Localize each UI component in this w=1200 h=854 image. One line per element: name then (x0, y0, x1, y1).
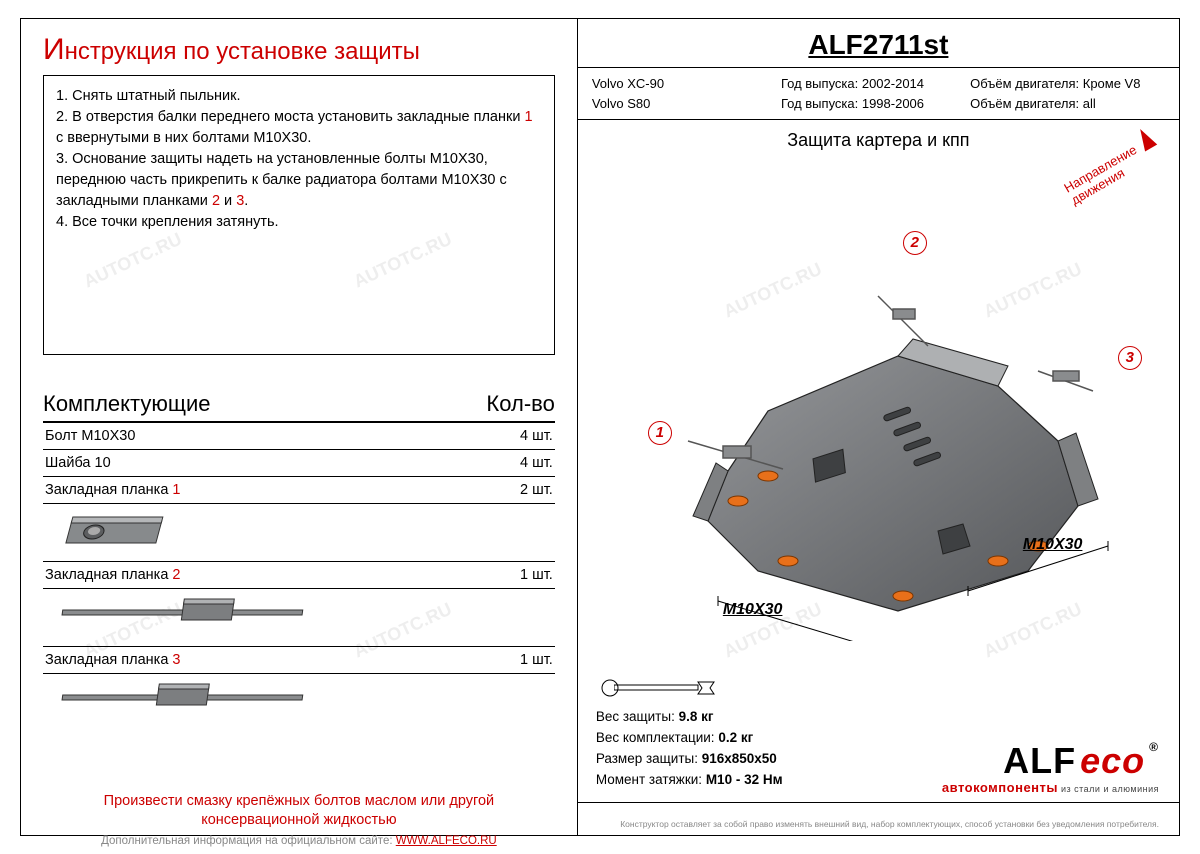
disclaimer: Конструктор оставляет за собой право изм… (620, 819, 1159, 829)
title-rest: нструкция по установке защиты (65, 38, 420, 65)
comp-qty: 4 шт. (495, 423, 555, 450)
right-column: ALF2711st Volvo XC-90 Год выпуска: 2002-… (577, 19, 1179, 835)
components-table: Болт М10Х30 4 шт. Шайба 10 4 шт. Закладн… (43, 423, 555, 732)
diagram-subtitle: Защита картера и кпп (578, 130, 1179, 151)
comp-qty: 4 шт. (495, 450, 555, 477)
logo-text: ALFeco® (942, 740, 1159, 782)
callout-3: 3 (1118, 346, 1142, 370)
skid-plate-diagram (638, 241, 1118, 641)
part-number: ALF2711st (578, 29, 1179, 61)
site-note: Дополнительная информация на официальном… (43, 835, 555, 847)
table-row: Закладная планка 3 1 шт. (43, 647, 555, 674)
instr-text: . (244, 193, 248, 209)
comp-qty: 1 шт. (495, 562, 555, 589)
comp-label: Закладная планка (45, 482, 172, 498)
comp-label: Закладная планка (45, 652, 172, 668)
comp-image (43, 589, 555, 647)
bolt-label-left: M10X30 (723, 601, 783, 619)
logo-sub-red: автокомпоненты (942, 780, 1058, 795)
lubrication-notice: Произвести смазку крепёжных болтов масло… (43, 792, 555, 831)
comp-ref: 2 (172, 567, 180, 583)
qty-title: Кол-во (486, 391, 554, 417)
comp-label: Закладная планка (45, 567, 172, 583)
comp-name: Закладная планка 2 (43, 562, 495, 589)
table-row: Болт М10Х30 4 шт. (43, 423, 555, 450)
vehicle-info: Volvo XC-90 Год выпуска: 2002-2014 Объём… (578, 67, 1179, 120)
logo-eco: eco (1076, 740, 1149, 781)
comp-ref: 1 (172, 482, 180, 498)
spec-value: 0.2 кг (718, 730, 753, 745)
brand-logo: ALFeco® автокомпоненты из стали и алюмин… (942, 740, 1159, 795)
comp-name: Шайба 10 (43, 450, 495, 477)
page-title: Инструкция по установке защиты (43, 33, 555, 67)
spec-label: Вес защиты: (596, 709, 675, 724)
spec-label: Момент затяжки: (596, 772, 702, 787)
site-note-text: Дополнительная информация на официальном… (101, 835, 396, 847)
vehicle-model: Volvo S80 (592, 94, 781, 114)
left-column: Инструкция по установке защиты 1. Снять … (21, 19, 577, 835)
spec-value: 916x850x50 (702, 751, 777, 766)
callout-2: 2 (903, 231, 927, 255)
comp-image (43, 674, 555, 732)
instr-text: 3. Основание защиты надеть на установлен… (56, 151, 507, 209)
specifications: Вес защиты: 9.8 кг Вес комплектации: 0.2… (596, 707, 783, 791)
spec-value: 9.8 кг (679, 709, 714, 724)
comp-qty: 1 шт. (495, 647, 555, 674)
instr-ref: 1 (524, 109, 532, 125)
comp-name: Закладная планка 3 (43, 647, 495, 674)
spec-label: Размер защиты: (596, 751, 698, 766)
instr-text: 2. В отверстия балки переднего моста уст… (56, 109, 524, 125)
components-title: Комплектующие (43, 391, 210, 417)
diagram-area: Направление движения (578, 151, 1179, 601)
vehicle-year: Год выпуска: 1998-2006 (781, 94, 970, 114)
table-row (43, 504, 555, 562)
instructions-box: 1. Снять штатный пыльник. 2. В отверстия… (43, 75, 555, 355)
vehicle-model: Volvo XC-90 (592, 74, 781, 94)
table-row: Закладная планка 2 1 шт. (43, 562, 555, 589)
logo-tagline: автокомпоненты из стали и алюминия (942, 780, 1159, 795)
comp-qty: 2 шт. (495, 477, 555, 504)
notice-line: консервационной жидкостью (43, 811, 555, 831)
site-link[interactable]: WWW.ALFECO.RU (396, 835, 497, 847)
comp-name: Закладная планка 1 (43, 477, 495, 504)
instruction-step: 2. В отверстия балки переднего моста уст… (56, 107, 542, 149)
components-header: Комплектующие Кол-во (43, 391, 555, 423)
instr-ref: 2 (212, 193, 220, 209)
bracket-1-icon (45, 509, 175, 553)
bolt-label-right: M10X30 (1023, 536, 1083, 554)
table-row: Закладная планка 1 2 шт. (43, 477, 555, 504)
title-initial: И (43, 33, 65, 66)
logo-sub-rest: из стали и алюминия (1058, 784, 1159, 794)
instr-text: и (220, 193, 236, 209)
comp-image (43, 504, 555, 562)
table-row (43, 589, 555, 647)
wrench-icon (596, 678, 716, 703)
page-frame: Инструкция по установке защиты 1. Снять … (20, 18, 1180, 836)
comp-ref: 3 (172, 652, 180, 668)
notice-line: Произвести смазку крепёжных болтов масло… (43, 792, 555, 812)
spec-label: Вес комплектации: (596, 730, 715, 745)
vehicle-engine: Объём двигателя: all (970, 94, 1159, 114)
spec-value: М10 - 32 Нм (706, 772, 783, 787)
instruction-step: 1. Снять штатный пыльник. (56, 86, 542, 107)
logo-reg: ® (1149, 740, 1159, 754)
instr-text: с ввернутыми в них болтами М10Х30. (56, 130, 311, 146)
callout-1: 1 (648, 421, 672, 445)
vehicle-year: Год выпуска: 2002-2014 (781, 74, 970, 94)
comp-name: Болт М10Х30 (43, 423, 495, 450)
vehicle-engine: Объём двигателя: Кроме V8 (970, 74, 1159, 94)
bracket-3-icon (45, 679, 305, 715)
table-row: Шайба 10 4 шт. (43, 450, 555, 477)
instruction-step: 4. Все точки крепления затянуть. (56, 212, 542, 233)
table-row (43, 674, 555, 732)
bracket-2-icon (45, 594, 305, 630)
instruction-step: 3. Основание защиты надеть на установлен… (56, 149, 542, 212)
logo-main: ALF (1003, 740, 1076, 781)
